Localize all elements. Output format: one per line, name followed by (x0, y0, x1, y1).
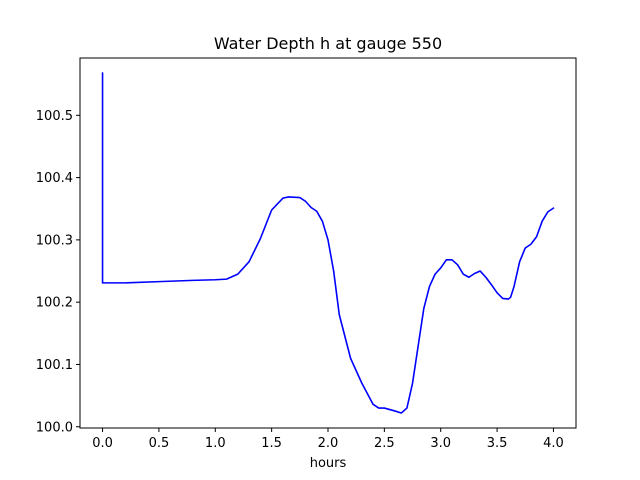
x-tick-label: 1.5 (261, 436, 282, 451)
axes: 0.0 0.5 1.0 1.5 2.0 2.5 3.0 3.5 4.0 100.0 100.1 100… (36, 57, 577, 451)
x-axis-label: hours (310, 456, 347, 471)
y-tick-label: 100.0 (36, 420, 73, 435)
y-tick-label: 100.1 (36, 358, 73, 373)
series-line-0 (101, 72, 555, 414)
y-tick-label: 100.3 (36, 233, 73, 248)
x-tick-label: 4.0 (543, 436, 564, 451)
x-tick-label: 3.5 (487, 436, 508, 451)
x-tick-label: 0.5 (149, 436, 170, 451)
y-tick-label: 100.5 (36, 109, 73, 124)
x-tick-label: 2.0 (318, 436, 339, 451)
x-tick-label: 3.0 (430, 436, 451, 451)
x-tick-label: 0.0 (92, 436, 113, 451)
x-tick-label: 1.0 (205, 436, 226, 451)
chart-title: Water Depth h at gauge 550 (214, 34, 442, 53)
y-tick-label: 100.2 (36, 296, 73, 311)
y-tick-label: 100.4 (36, 171, 73, 186)
x-tick-label: 2.5 (374, 436, 395, 451)
